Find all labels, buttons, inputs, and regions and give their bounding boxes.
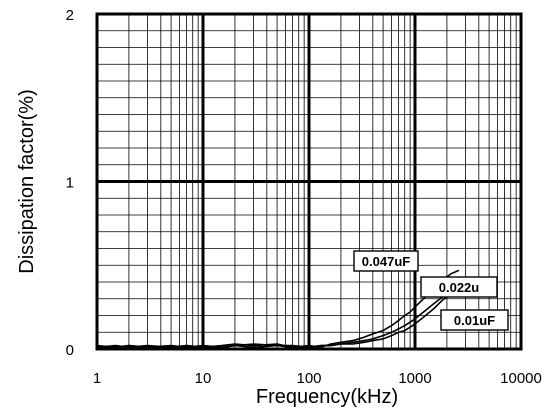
series-label-box [420,276,498,298]
x-axis-title: Frequency(kHz) [256,386,398,408]
series-label-0022u: 0.022u [420,276,498,298]
x-tick-label: 1000 [398,370,431,387]
series-line-001uF [97,293,452,349]
series-label-box [353,250,419,272]
series-layer [96,269,460,349]
series-label-text: 0.047uF [362,254,410,269]
y-tick-label: 1 [66,175,74,192]
series-label-001uF: 0.01uF [440,309,509,331]
x-tick-label: 100 [296,370,321,387]
y-tick-labels: 0 1 2 [66,7,74,359]
x-tick-label: 10000 [500,370,542,387]
series-label-box [440,309,509,331]
y-tick-label: 0 [66,342,74,359]
series-label-text: 0.022u [439,280,480,295]
series-label-0047uF: 0.047uF [353,250,419,272]
x-tick-label: 10 [195,370,212,387]
y-axis-title: Dissipation factor(%) [16,89,38,274]
plot-border [95,12,523,351]
x-tick-labels: 1 10 100 1000 10000 [93,370,542,387]
y-tick-label: 2 [66,7,74,24]
series-label-text: 0.01uF [454,313,495,328]
annotation-layer: 0.047uF 0.022u 0.01uF [353,250,509,331]
x-tick-label: 1 [93,370,101,387]
